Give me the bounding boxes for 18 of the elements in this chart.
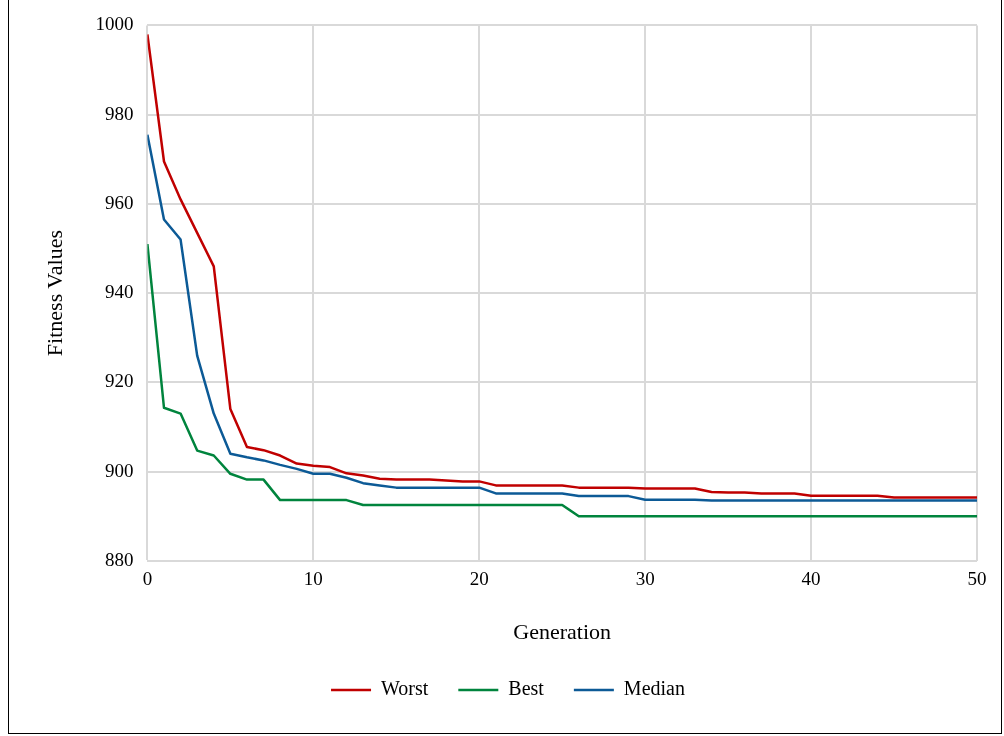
x-tick-label: 0 (142, 568, 153, 590)
x-tick-label: 30 (635, 568, 655, 590)
y-tick-label: 980 (104, 102, 134, 124)
x-tick-label: 40 (801, 568, 821, 590)
x-tick-label: 20 (469, 568, 489, 590)
y-tick-label: 960 (104, 191, 134, 213)
x-tick-label: 10 (303, 568, 323, 590)
legend-label: Best (508, 677, 545, 700)
y-tick-label: 920 (104, 370, 134, 392)
y-axis-title: Fitness Values (41, 230, 67, 357)
y-tick-label: 900 (104, 459, 134, 481)
x-tick-label: 50 (967, 568, 987, 590)
legend-label: Median (623, 677, 685, 700)
legend-label: Worst (381, 677, 429, 700)
y-tick-label: 940 (104, 281, 134, 303)
y-tick-label: 880 (104, 548, 134, 570)
y-tick-label: 1000 (95, 13, 134, 35)
x-axis-title: Generation (513, 618, 612, 644)
